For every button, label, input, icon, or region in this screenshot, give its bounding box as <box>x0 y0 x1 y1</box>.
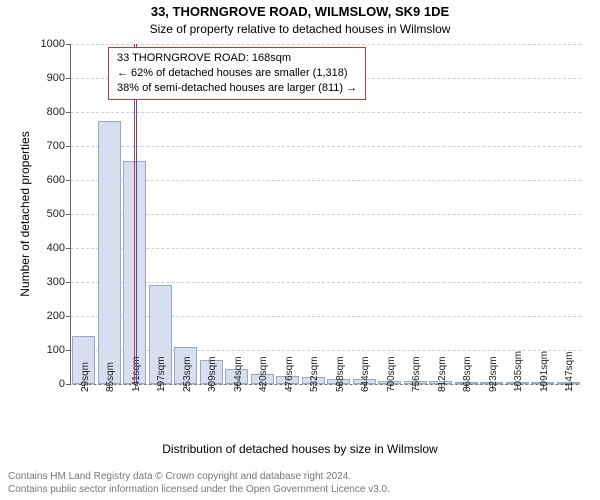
y-tick-label: 700 <box>47 140 71 152</box>
y-tick-label: 200 <box>47 310 71 322</box>
y-tick-label: 100 <box>47 344 71 356</box>
y-tick-label: 300 <box>47 276 71 288</box>
y-tick-label: 800 <box>47 106 71 118</box>
x-tick-label: 812sqm <box>437 356 448 392</box>
chart-title-sub: Size of property relative to detached ho… <box>0 22 600 36</box>
grid-line <box>71 282 581 283</box>
grid-line <box>71 44 581 45</box>
histogram-bar <box>98 121 121 385</box>
chart-title-main: 33, THORNGROVE ROAD, WILMSLOW, SK9 1DE <box>0 4 600 19</box>
x-tick-label: 197sqm <box>156 356 167 392</box>
annotation-line-2: ← 62% of detached houses are smaller (1,… <box>117 66 357 81</box>
x-tick-label: 253sqm <box>182 356 193 392</box>
x-tick-label: 364sqm <box>233 356 244 392</box>
x-tick-label: 923sqm <box>488 356 499 392</box>
grid-line <box>71 214 581 215</box>
grid-line <box>71 350 581 351</box>
y-axis-title: Number of detached properties <box>18 131 32 296</box>
y-tick-label: 400 <box>47 242 71 254</box>
x-tick-label: 868sqm <box>462 356 473 392</box>
y-tick-label: 0 <box>59 378 71 390</box>
grid-line <box>71 146 581 147</box>
x-tick-label: 1147sqm <box>564 352 575 392</box>
x-tick-label: 309sqm <box>207 356 218 392</box>
grid-line <box>71 248 581 249</box>
x-tick-label: 756sqm <box>411 356 422 392</box>
x-tick-label: 420sqm <box>258 356 269 392</box>
x-tick-label: 29sqm <box>80 362 91 392</box>
y-tick-label: 500 <box>47 208 71 220</box>
annotation-line-3: 38% of semi-detached houses are larger (… <box>117 81 357 96</box>
x-tick-label: 700sqm <box>386 356 397 392</box>
y-tick-label: 900 <box>47 72 71 84</box>
annotation-line-1: 33 THORNGROVE ROAD: 168sqm <box>117 51 357 66</box>
grid-line <box>71 112 581 113</box>
chart-footer: Contains HM Land Registry data © Crown c… <box>8 470 390 496</box>
x-tick-label: 476sqm <box>284 356 295 392</box>
x-tick-label: 1091sqm <box>539 351 550 392</box>
x-axis-title: Distribution of detached houses by size … <box>0 442 600 456</box>
footer-line-1: Contains HM Land Registry data © Crown c… <box>8 470 390 483</box>
x-tick-label: 85sqm <box>105 362 116 392</box>
y-tick-label: 1000 <box>41 38 71 50</box>
x-tick-label: 644sqm <box>360 356 371 392</box>
grid-line <box>71 316 581 317</box>
annotation-box: 33 THORNGROVE ROAD: 168sqm ← 62% of deta… <box>108 47 366 100</box>
x-tick-label: 588sqm <box>335 356 346 392</box>
footer-line-2: Contains public sector information licen… <box>8 483 390 496</box>
x-tick-label: 532sqm <box>309 356 320 392</box>
grid-line <box>71 384 581 385</box>
y-tick-label: 600 <box>47 174 71 186</box>
x-tick-label: 1035sqm <box>513 351 524 392</box>
grid-line <box>71 180 581 181</box>
